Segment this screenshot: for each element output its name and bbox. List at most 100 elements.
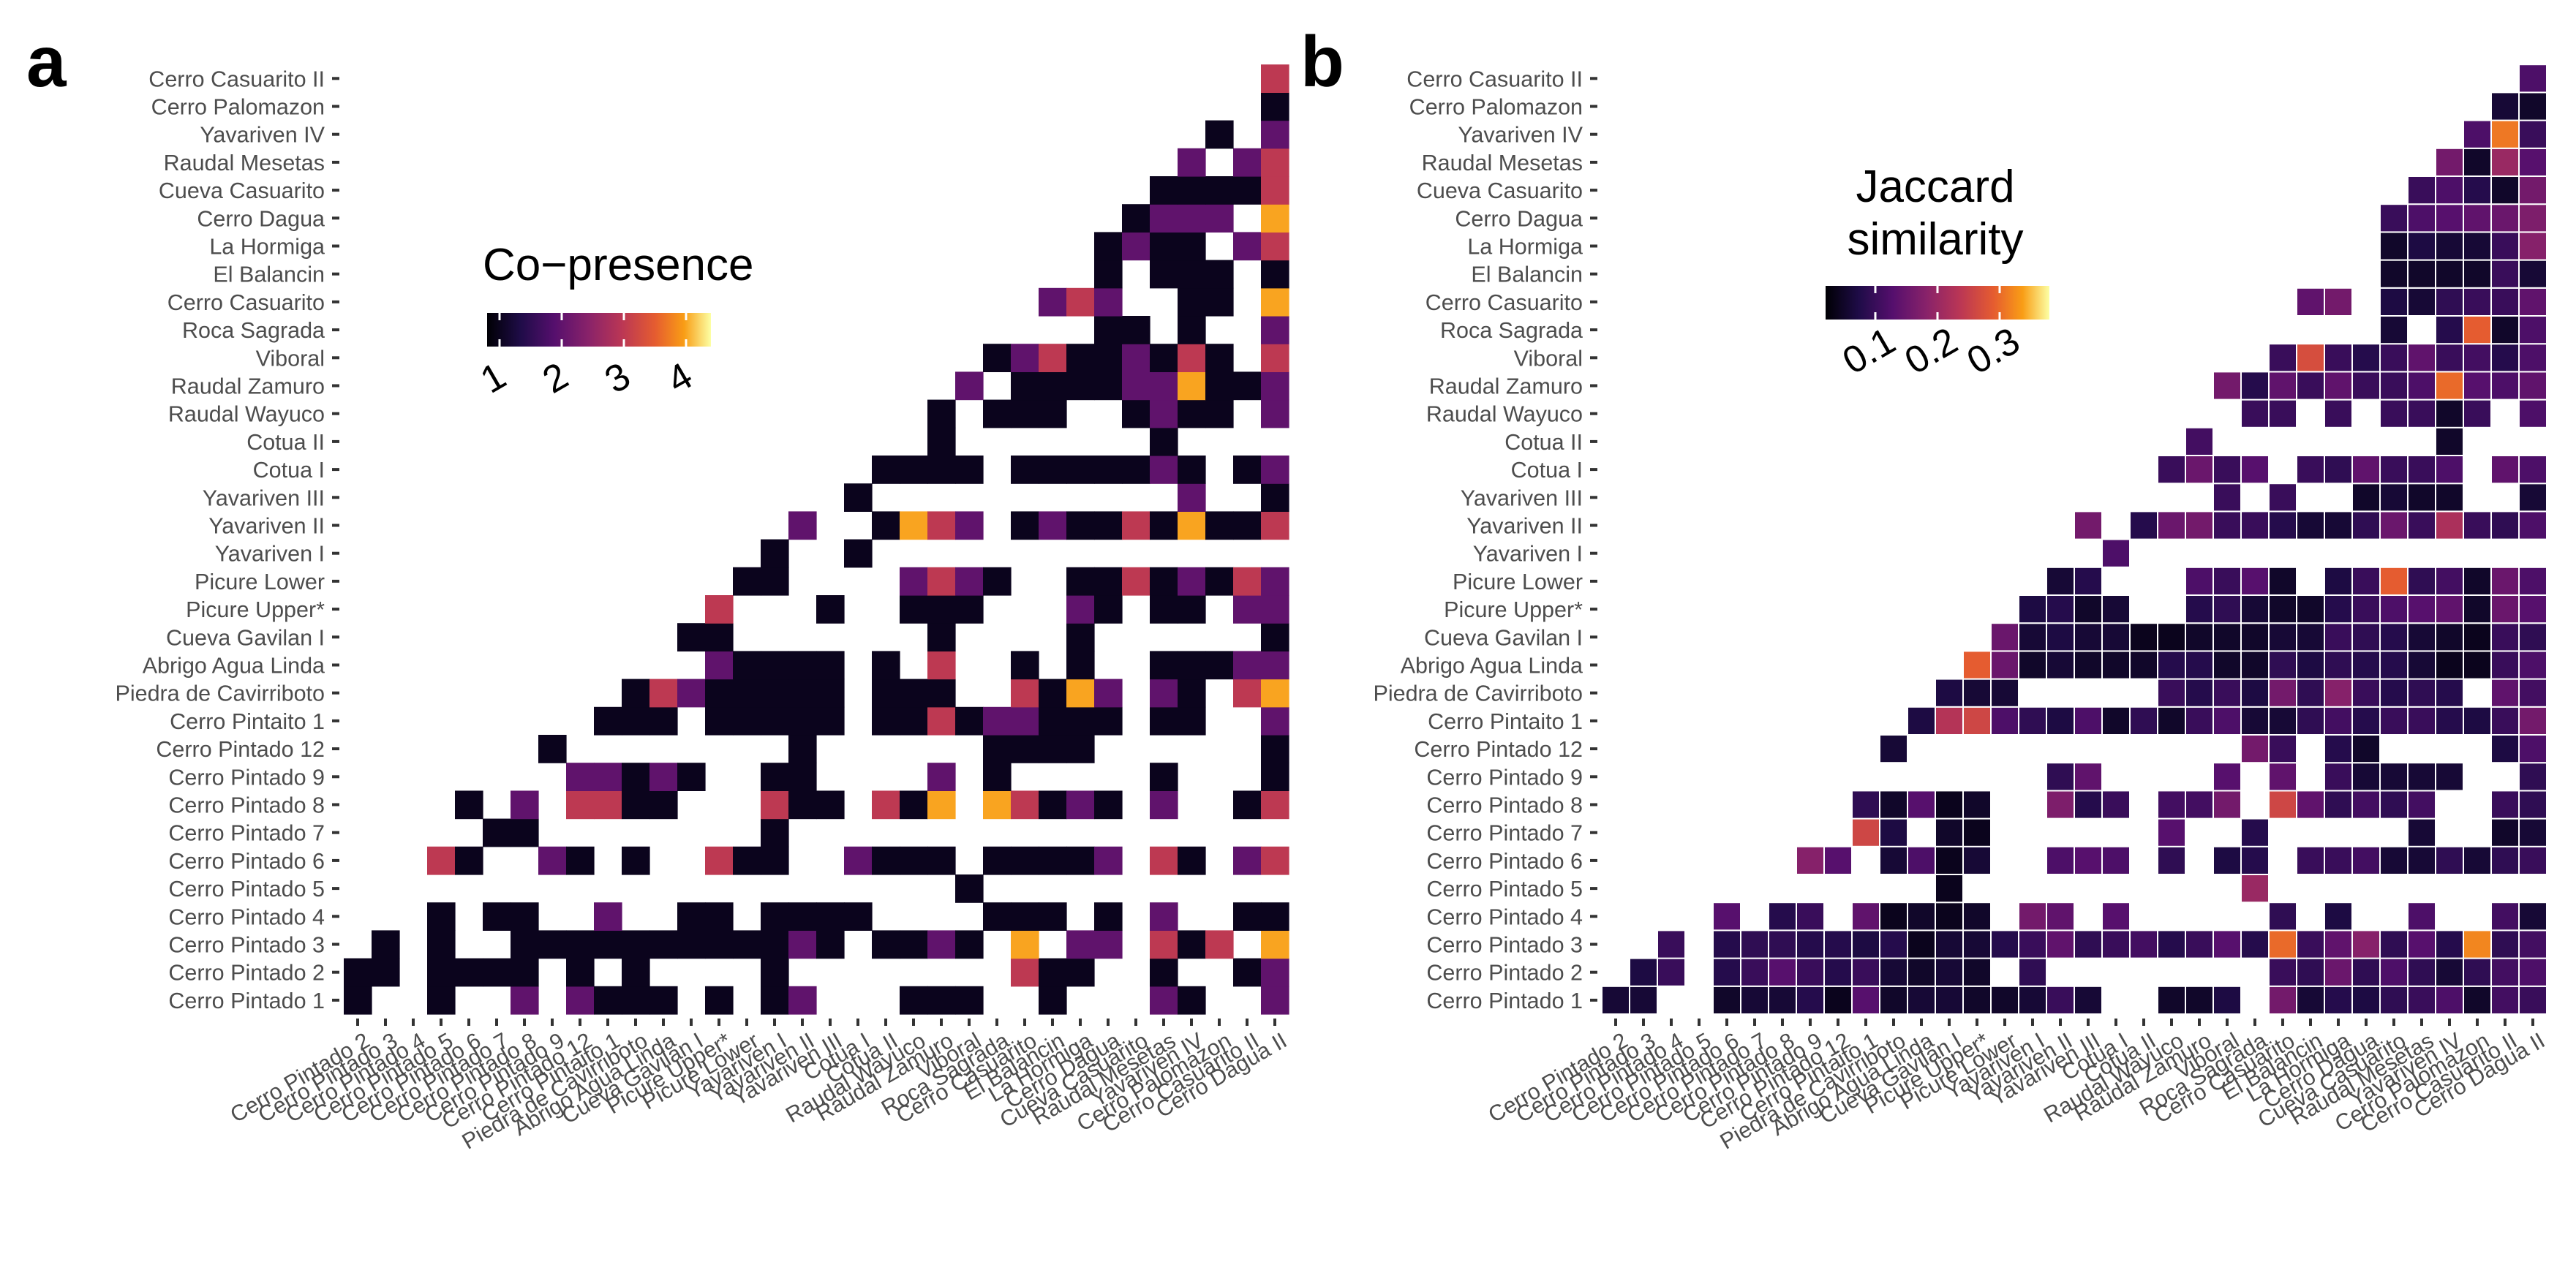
heatmap-cell [1094, 930, 1123, 959]
heatmap-cell [2101, 622, 2131, 652]
heatmap-cell [2101, 929, 2131, 959]
heatmap-cell [983, 735, 1012, 763]
heatmap-cell [1796, 902, 1825, 932]
heatmap-cell [2490, 902, 2520, 932]
y-tick-label: Cerro Pintado 1 [168, 989, 325, 1013]
heatmap-cell [1851, 817, 1880, 847]
heatmap-cell [2018, 902, 2047, 932]
y-tick-label: Raudal Zamuro [171, 374, 325, 399]
heatmap-cell [2463, 147, 2492, 178]
heatmap-cell [900, 567, 928, 596]
heatmap-cell [1261, 92, 1289, 121]
heatmap-cells [1601, 64, 2547, 1016]
heatmap-cell [1851, 902, 1880, 932]
y-tick-label: Yavariven III [203, 485, 325, 510]
heatmap-cell [2324, 510, 2353, 540]
heatmap-cell [1150, 595, 1178, 624]
heatmap-cell [2351, 845, 2381, 876]
heatmap-cell [872, 790, 900, 820]
heatmap-cell [1150, 260, 1178, 289]
heatmap-cell [677, 902, 706, 931]
y-tick-label: Cerro Casuarito II [148, 67, 325, 91]
heatmap-cell [2157, 929, 2186, 959]
heatmap-cell [1094, 679, 1123, 708]
heatmap-cell [2101, 650, 2131, 680]
heatmap-cell [1261, 287, 1289, 317]
heatmap-cell [2324, 957, 2353, 987]
y-tick-label: Cerro Pintado 3 [1426, 933, 1583, 958]
heatmap-cell [2463, 398, 2492, 428]
heatmap-cell [927, 986, 956, 1015]
heatmap-cell [2018, 706, 2047, 736]
heatmap-cell [705, 902, 734, 931]
heatmap-cell [511, 902, 539, 931]
heatmap-cell [677, 763, 706, 791]
heatmap-cell [2435, 985, 2464, 1016]
heatmap-cell [2463, 371, 2492, 401]
heatmap-cell [2240, 874, 2270, 904]
heatmap-cell [872, 511, 900, 540]
heatmap-cell [2324, 985, 2353, 1016]
y-tick-label: Yavariven I [1473, 542, 1583, 567]
heatmap-cell [2240, 622, 2270, 652]
heatmap-cell [1011, 511, 1039, 540]
y-tick-label: Viboral [256, 346, 325, 371]
heatmap-cell [788, 706, 817, 736]
heatmap-cell [2351, 622, 2381, 652]
heatmap-cell [1039, 371, 1067, 401]
heatmap-cell [2240, 371, 2270, 401]
heatmap-cell [1233, 148, 1262, 177]
heatmap-cell [1233, 651, 1262, 680]
heatmap-cell [1066, 344, 1095, 372]
y-tick-label: Cotua II [1504, 430, 1583, 455]
heatmap-cell [1796, 985, 1825, 1016]
heatmap-cell [538, 930, 567, 959]
heatmap-cell [2490, 147, 2520, 178]
heatmap-cell [1233, 176, 1262, 205]
heatmap-cell [1962, 790, 1992, 820]
y-tick-label: Cerro Casuarito II [1406, 67, 1583, 91]
heatmap-cell [2324, 371, 2353, 401]
heatmap-cell [2490, 650, 2520, 680]
y-tick-label: Cerro Pintado 12 [1414, 737, 1583, 762]
heatmap-cell [2268, 371, 2297, 401]
heatmap-cell [1205, 399, 1234, 428]
heatmap-cell [2490, 91, 2520, 121]
y-tick-label: Raudal Mesetas [164, 151, 325, 175]
heatmap-cell [761, 818, 789, 847]
heatmap-cell [1657, 957, 1686, 987]
heatmap-cell [2379, 985, 2409, 1016]
heatmap-cell [1712, 929, 1741, 959]
y-tick-label: Cueva Casuarito [159, 178, 325, 203]
heatmap-cell [2463, 594, 2492, 624]
heatmap-cell [2490, 259, 2520, 289]
heatmap-cell [2157, 455, 2186, 485]
heatmap-cell [2463, 259, 2492, 289]
heatmap-cell [1990, 929, 2019, 959]
y-tick-label: Cotua I [1511, 458, 1583, 483]
heatmap-cell [705, 595, 734, 624]
heatmap-cell [2518, 678, 2547, 708]
heatmap-cell [2074, 622, 2103, 652]
heatmap-cell [1066, 371, 1095, 401]
heatmap-cell [2157, 790, 2186, 820]
heatmap-cell [2074, 706, 2103, 736]
heatmap-cell [1657, 929, 1686, 959]
heatmap-cell [816, 651, 845, 680]
heatmap-cell [455, 790, 483, 820]
heatmap-cell [2101, 594, 2131, 624]
heatmap-cell [1907, 902, 1936, 932]
heatmap-cell [2518, 371, 2547, 401]
heatmap-cell [2129, 929, 2158, 959]
heatmap-cell [1629, 985, 1658, 1016]
heatmap-cell [1094, 511, 1123, 540]
heatmap-cell [511, 986, 539, 1015]
heatmap-cell [2351, 957, 2381, 987]
heatmap-cell [2490, 566, 2520, 596]
heatmap-cell [1011, 679, 1039, 708]
y-tick-label: Cerro Pintado 12 [156, 737, 325, 762]
heatmap-cell [927, 706, 956, 736]
heatmap-cell [2490, 203, 2520, 233]
heatmap-cell [2435, 706, 2464, 736]
heatmap-cell [2351, 985, 2381, 1016]
